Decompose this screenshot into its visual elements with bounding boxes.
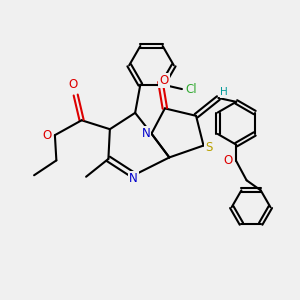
Text: H: H	[220, 87, 228, 97]
Text: O: O	[42, 129, 51, 142]
Text: Cl: Cl	[185, 82, 197, 96]
Text: S: S	[205, 140, 212, 154]
Text: O: O	[68, 78, 77, 92]
Text: N: N	[129, 172, 138, 185]
Text: N: N	[142, 127, 151, 140]
Text: O: O	[159, 74, 169, 87]
Text: O: O	[224, 154, 232, 167]
